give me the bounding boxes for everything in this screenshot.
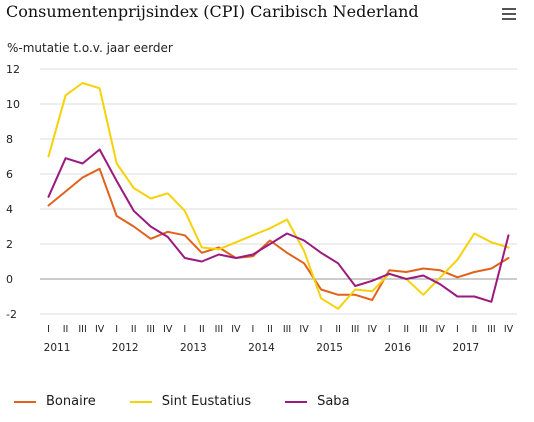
- legend-item-bonaire[interactable]: Bonaire: [14, 394, 96, 409]
- x-tick-label: III: [147, 324, 155, 335]
- legend-label: Bonaire: [46, 394, 96, 409]
- x-tick-label: IV: [368, 324, 378, 335]
- x-tick-label: II: [472, 324, 478, 335]
- x-tick-label: I: [388, 324, 391, 335]
- y-tick-label: 2: [6, 238, 13, 251]
- y-tick-label: 12: [6, 63, 20, 76]
- x-tick-label: III: [419, 324, 427, 335]
- y-tick-label: -2: [6, 308, 17, 321]
- legend-label: Sint Eustatius: [161, 394, 252, 409]
- year-label: 2016: [384, 342, 411, 354]
- y-tick-label: 0: [6, 273, 13, 286]
- legend-swatch: [285, 400, 308, 403]
- year-label: 2013: [180, 342, 207, 354]
- x-tick-label: IV: [504, 324, 514, 335]
- year-label: 2012: [112, 342, 139, 354]
- x-tick-label: I: [47, 324, 50, 335]
- year-label: 2011: [44, 342, 71, 354]
- series-lines: [47, 82, 510, 310]
- x-tick-label: III: [487, 324, 495, 335]
- y-tick-label: 6: [6, 168, 13, 181]
- legend-swatch: [129, 400, 152, 403]
- x-tick-label: II: [131, 324, 137, 335]
- x-tick-label: I: [320, 324, 323, 335]
- series-line-bonaire: [47, 167, 510, 301]
- hamburger-menu-icon[interactable]: [502, 8, 516, 22]
- x-tick-label: II: [335, 324, 341, 335]
- x-tick-label: II: [63, 324, 69, 335]
- x-tick-label: IV: [436, 324, 446, 335]
- x-tick-label: II: [199, 324, 205, 335]
- y-tick-label: 4: [6, 203, 13, 216]
- x-tick-label: IV: [299, 324, 309, 335]
- x-tick-label: III: [215, 324, 223, 335]
- x-tick-label: I: [115, 324, 118, 335]
- x-tick-label: I: [252, 324, 255, 335]
- year-label: 2017: [453, 342, 480, 354]
- x-tick-label: III: [351, 324, 359, 335]
- year-label: 2014: [248, 342, 275, 354]
- x-tick-label: I: [456, 324, 459, 335]
- chart-title: Consumentenprijsindex (CPI) Caribisch Ne…: [6, 2, 419, 21]
- series-line-sint-eustatius: [47, 82, 510, 310]
- x-tick-label: IV: [231, 324, 241, 335]
- y-tick-label: 8: [6, 133, 13, 146]
- y-tick-label: 10: [6, 98, 20, 111]
- x-tick-label: III: [283, 324, 291, 335]
- gridlines: [40, 68, 517, 315]
- x-tick-label: IV: [95, 324, 105, 335]
- x-tick-label: IV: [163, 324, 173, 335]
- legend-item-sint-eustatius[interactable]: Sint Eustatius: [129, 394, 252, 409]
- x-tick-label: III: [78, 324, 86, 335]
- legend-label: Saba: [317, 394, 350, 409]
- x-tick-label: I: [183, 324, 186, 335]
- legend-swatch: [14, 400, 36, 403]
- series-line-saba: [47, 148, 510, 303]
- x-tick-label: II: [403, 324, 409, 335]
- x-tick-label: II: [267, 324, 273, 335]
- y-axis-label: %-mutatie t.o.v. jaar eerder: [7, 41, 173, 55]
- legend-item-saba[interactable]: Saba: [285, 394, 350, 409]
- legend: Bonaire Sint Eustatius Saba: [14, 394, 384, 409]
- year-label: 2015: [316, 342, 343, 354]
